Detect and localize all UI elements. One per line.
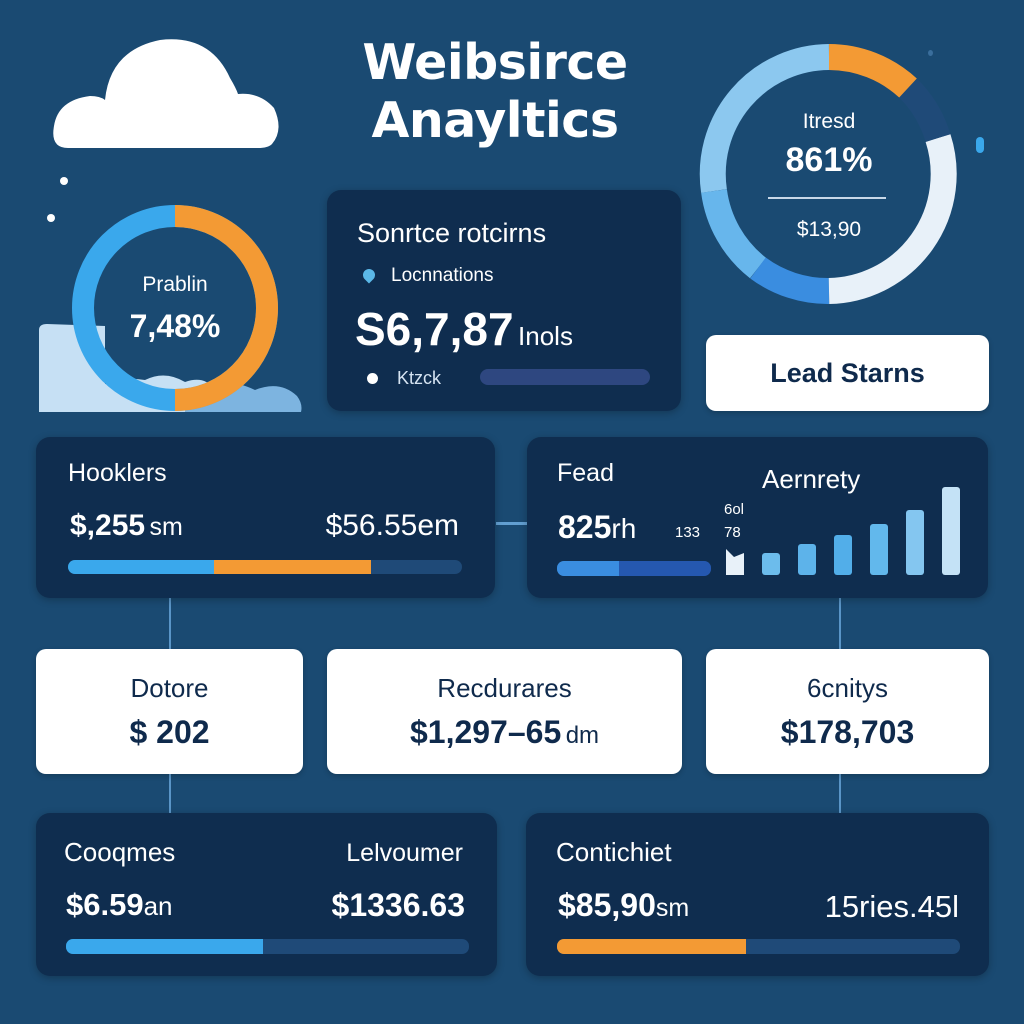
contichiet-right-value: 15ries.45l bbox=[824, 889, 959, 924]
progress-segment-darkblue bbox=[618, 561, 711, 576]
connector-line bbox=[169, 598, 171, 650]
lelvoumer-value: $1336.63 bbox=[331, 887, 465, 923]
connector-line bbox=[839, 773, 841, 815]
decor-dot bbox=[928, 50, 933, 56]
donut-right-label: Itresd bbox=[802, 110, 856, 133]
hooklers-left-unit: sm bbox=[149, 513, 183, 541]
stat-value-row: $1,297–65 dm bbox=[327, 714, 682, 751]
activity-bar-chart bbox=[726, 487, 960, 575]
progress-segment-orange bbox=[557, 939, 747, 954]
coogmes-unit: an bbox=[143, 891, 173, 921]
lead-stars-button[interactable]: Lead Starns bbox=[706, 335, 989, 411]
connector-line bbox=[496, 522, 528, 525]
legend-dot bbox=[367, 373, 378, 384]
donut-right-divider bbox=[768, 197, 886, 199]
read-small-text: 78 bbox=[724, 524, 741, 541]
donut-right-sub-value: $13,90 bbox=[796, 218, 862, 241]
connector-line bbox=[839, 598, 841, 650]
donut-chart-left bbox=[72, 205, 278, 411]
read-small-text: 6ol bbox=[724, 501, 745, 518]
search-card: Sonrtce rotcirns Locnnations S6,7,87 Ino… bbox=[327, 190, 681, 411]
search-card-sub-label: Locnnations bbox=[391, 265, 494, 286]
stat-label: Dotore bbox=[130, 673, 209, 703]
donut-chart-right bbox=[699, 44, 957, 305]
stat-card-dotore: Dotore $ 202 bbox=[36, 649, 303, 774]
title-line-2: Anayltics bbox=[371, 92, 619, 149]
hooklers-left-value: $,255 sm bbox=[70, 509, 183, 543]
progress-segment-orange bbox=[213, 560, 372, 574]
contichiet-unit: sm bbox=[655, 894, 690, 922]
stat-label: 6cnitys bbox=[807, 673, 888, 703]
title-line-1: Weibsirce bbox=[362, 34, 628, 91]
progress-segment-blue bbox=[557, 561, 619, 576]
coogmes-progress-bar bbox=[66, 939, 469, 954]
contichiet-progress-bar bbox=[557, 939, 960, 954]
search-card-amount: S6,7,87 bbox=[355, 303, 514, 355]
stat-value: $1,297–65 bbox=[409, 714, 562, 750]
contichiet-amount: $85,90 bbox=[558, 887, 656, 923]
stat-unit: dm bbox=[565, 722, 600, 749]
hooklers-right-value: $56.55em bbox=[325, 509, 459, 542]
donut-left-value: 7,48% bbox=[129, 308, 221, 344]
legend-label: Ktzck bbox=[397, 368, 442, 388]
decor-dot bbox=[976, 137, 984, 153]
search-card-title: Sonrtce rotcirns bbox=[357, 218, 547, 248]
read-small-text: 133 bbox=[675, 524, 701, 541]
page-title: Weibsirce Anayltics bbox=[330, 34, 660, 150]
search-card-value: S6,7,87 Inols bbox=[355, 302, 573, 356]
progress-segment-blue bbox=[68, 560, 214, 574]
progress-segment-blue bbox=[66, 939, 264, 954]
stat-value: $ 202 bbox=[129, 714, 210, 750]
contichiet-title: Contichiet bbox=[556, 837, 672, 867]
coogmes-card: Cooqmes Lelvoumer $6.59an $1336.63 bbox=[36, 813, 497, 976]
contichiet-card: Contichiet $85,90sm 15ries.45l bbox=[526, 813, 989, 976]
hooklers-card: Hooklers $,255 sm $56.55em bbox=[36, 437, 495, 598]
hooklers-progress-bar bbox=[68, 560, 462, 574]
stat-label: Recdurares bbox=[437, 673, 572, 703]
contichiet-value: $85,90sm bbox=[558, 887, 689, 924]
decor-dot bbox=[60, 177, 68, 185]
location-pin-icon bbox=[360, 266, 378, 284]
coogmes-value: $6.59an bbox=[66, 887, 173, 923]
stat-card-recdurares: Recdurares $1,297–65 dm bbox=[327, 649, 682, 774]
stat-value: $178,703 bbox=[780, 714, 915, 750]
read-value: 825rh bbox=[558, 509, 636, 546]
decor-dot bbox=[47, 214, 55, 222]
connector-line bbox=[169, 773, 171, 815]
hooklers-left-amount: $,255 bbox=[70, 509, 146, 542]
stat-card-6cnitys: 6cnitys $178,703 bbox=[706, 649, 989, 774]
hooklers-title: Hooklers bbox=[68, 459, 167, 487]
read-card: Fead 825rh 133 6ol 78 Aernrety bbox=[527, 437, 988, 598]
read-amount: 825 bbox=[558, 509, 612, 545]
donut-left-label: Prablin bbox=[142, 273, 208, 296]
lead-stars-label: Lead Starns bbox=[770, 357, 925, 388]
coogmes-amount: $6.59 bbox=[66, 887, 144, 922]
read-chart-title: Aernrety bbox=[762, 464, 861, 494]
legend-bar bbox=[480, 369, 650, 385]
cloud-icon bbox=[53, 39, 279, 148]
read-title: Fead bbox=[557, 459, 614, 487]
lelvoumer-title: Lelvoumer bbox=[346, 839, 463, 867]
read-unit: rh bbox=[611, 513, 637, 544]
donut-right-value: 861% bbox=[785, 141, 873, 179]
read-progress-bar bbox=[557, 561, 711, 576]
search-card-unit: Inols bbox=[518, 321, 573, 351]
coogmes-title: Cooqmes bbox=[64, 837, 176, 867]
